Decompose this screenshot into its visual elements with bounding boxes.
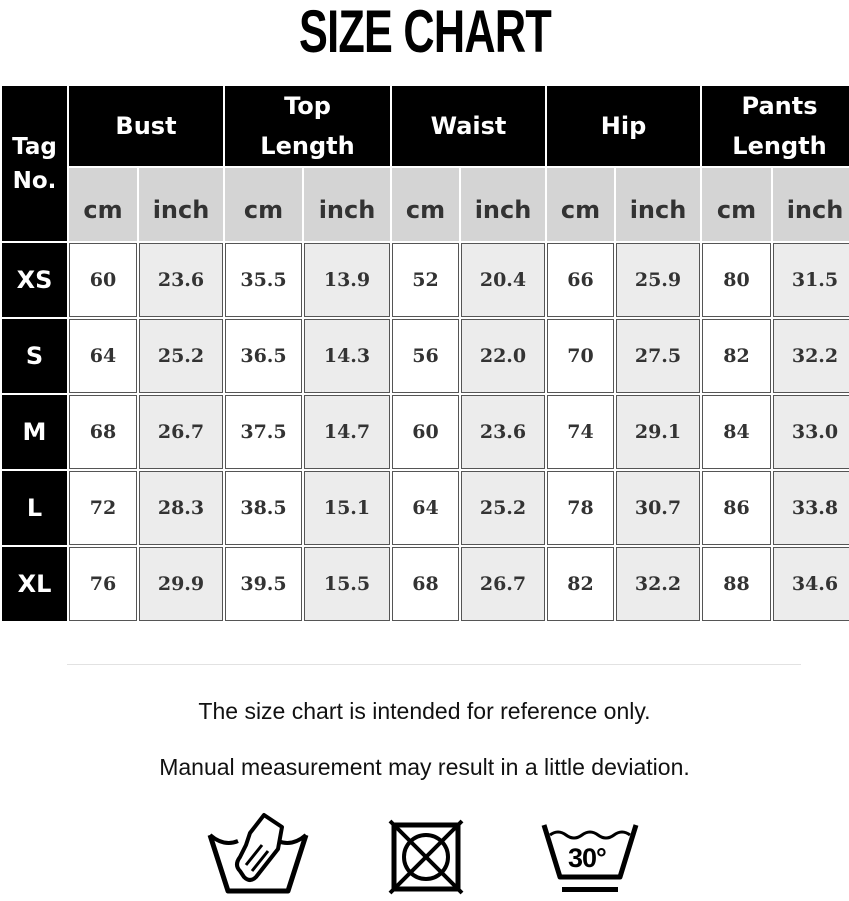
table-cell: 72: [69, 471, 137, 545]
table-cell: 66: [547, 243, 614, 317]
table-cell: 14.3: [304, 319, 390, 393]
table-cell: 14.7: [304, 395, 390, 469]
table-cell: 15.5: [304, 547, 390, 621]
table-cell: 25.2: [139, 319, 223, 393]
table-cell: 82: [547, 547, 614, 621]
header-top-length: Top Length: [225, 86, 390, 166]
table-cell: 34.6: [773, 547, 849, 621]
table-cell: 22.0: [461, 319, 545, 393]
size-tag: M: [2, 395, 67, 469]
table-cell: 56: [392, 319, 459, 393]
table-cell: 35.5: [225, 243, 302, 317]
size-tag: XL: [2, 547, 67, 621]
unit-inch: inch: [461, 168, 545, 241]
do-not-tumble-dry-icon: [388, 819, 464, 895]
table-cell: 68: [69, 395, 137, 469]
unit-cm: cm: [702, 168, 771, 241]
deviation-note: Manual measurement may result in a littl…: [159, 754, 690, 780]
divider: [67, 664, 801, 665]
unit-cm: cm: [392, 168, 459, 241]
table-cell: 20.4: [461, 243, 545, 317]
table-cell: 64: [69, 319, 137, 393]
unit-inch: inch: [616, 168, 700, 241]
table-cell: 36.5: [225, 319, 302, 393]
table-cell: 27.5: [616, 319, 700, 393]
unit-cm: cm: [69, 168, 137, 241]
wash-30-icon: 30°: [540, 805, 640, 897]
header-waist: Waist: [392, 86, 545, 166]
table-cell: 84: [702, 395, 771, 469]
table-cell: 86: [702, 471, 771, 545]
unit-inch: inch: [139, 168, 223, 241]
table-cell: 64: [392, 471, 459, 545]
table-cell: 74: [547, 395, 614, 469]
size-tag: XS: [2, 243, 67, 317]
table-cell: 32.2: [773, 319, 849, 393]
size-chart-title: SIZE CHART: [298, 0, 552, 65]
header-bust: Bust: [69, 86, 223, 166]
tag-header: Tag No.: [2, 86, 67, 241]
hand-wash-icon: [207, 813, 309, 894]
table-cell: 23.6: [139, 243, 223, 317]
table-cell: 33.0: [773, 395, 849, 469]
table-cell: 38.5: [225, 471, 302, 545]
size-table: Tag No. Bust Top Length Waist Hip Pants Lengt…: [2, 86, 849, 621]
table-cell: 25.2: [461, 471, 545, 545]
table-cell: 28.3: [139, 471, 223, 545]
table-cell: 76: [69, 547, 137, 621]
table-cell: 29.1: [616, 395, 700, 469]
table-cell: 13.9: [304, 243, 390, 317]
table-cell: 70: [547, 319, 614, 393]
size-tag: L: [2, 471, 67, 545]
table-cell: 60: [69, 243, 137, 317]
table-cell: 33.8: [773, 471, 849, 545]
table-cell: 78: [547, 471, 614, 545]
wash-basin-icon: [541, 824, 639, 892]
table-cell: 39.5: [225, 547, 302, 621]
table-cell: 31.5: [773, 243, 849, 317]
table-cell: 29.9: [139, 547, 223, 621]
table-cell: 68: [392, 547, 459, 621]
header-hip: Hip: [547, 86, 700, 166]
unit-inch: inch: [773, 168, 849, 241]
table-cell: 88: [702, 547, 771, 621]
unit-inch: inch: [304, 168, 390, 241]
wash-temperature-label: 30°: [568, 843, 607, 873]
table-cell: 37.5: [225, 395, 302, 469]
table-cell: 60: [392, 395, 459, 469]
unit-cm: cm: [225, 168, 302, 241]
table-cell: 52: [392, 243, 459, 317]
table-cell: 82: [702, 319, 771, 393]
table-cell: 23.6: [461, 395, 545, 469]
table-cell: 26.7: [461, 547, 545, 621]
table-cell: 80: [702, 243, 771, 317]
table-cell: 26.7: [139, 395, 223, 469]
table-cell: 32.2: [616, 547, 700, 621]
table-cell: 30.7: [616, 471, 700, 545]
reference-note: The size chart is intended for reference…: [198, 698, 651, 724]
size-tag: S: [2, 319, 67, 393]
unit-cm: cm: [547, 168, 614, 241]
table-cell: 15.1: [304, 471, 390, 545]
header-pants-length: Pants Length: [702, 86, 849, 166]
table-cell: 25.9: [616, 243, 700, 317]
